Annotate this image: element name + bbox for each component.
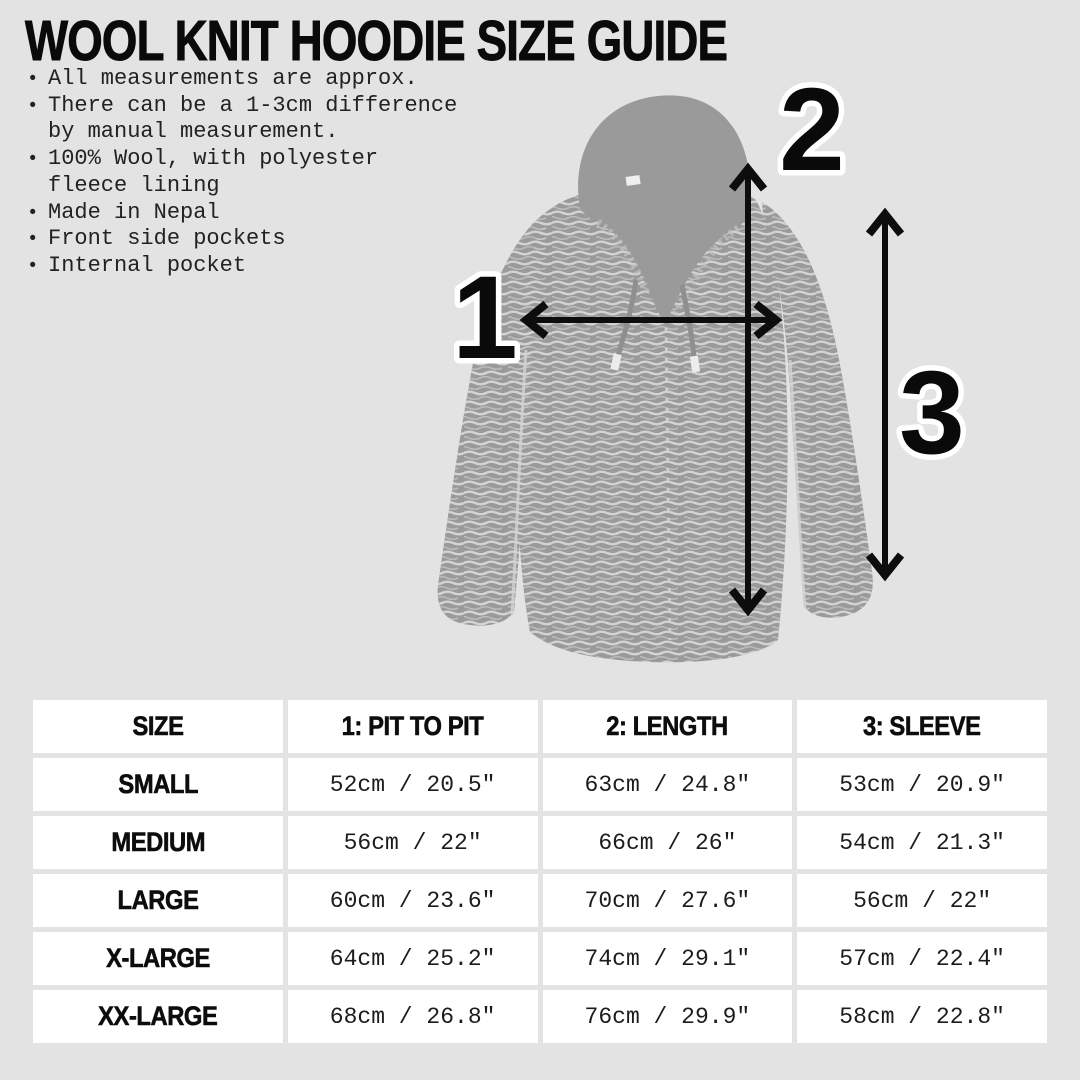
size-label-small: SMALL <box>33 758 283 811</box>
measurement-value: 58cm / 22.8" <box>839 1003 1005 1030</box>
bullet-icon: • <box>27 201 39 224</box>
size-label: SMALL <box>118 769 199 800</box>
size-table: SIZE 1: PIT TO PIT 2: LENGTH 3: SLEEVE S… <box>33 700 1047 1043</box>
note-item: • There can be a 1-3cm difference by man… <box>27 93 497 146</box>
measurement-label-2: 2 <box>779 64 845 196</box>
xx-large-length: 76cm / 29.9" <box>542 990 793 1043</box>
measurement-value: 57cm / 22.4" <box>839 945 1005 972</box>
knit-texture <box>437 183 873 663</box>
measurement-value: 54cm / 21.3" <box>839 829 1005 856</box>
size-label-xx-large: XX-LARGE <box>33 990 283 1043</box>
note-text: There can be a 1-3cm difference by manua… <box>48 92 458 145</box>
measurement-value: 70cm / 27.6" <box>584 887 751 914</box>
header-label: SIZE <box>132 711 184 742</box>
header-label: 2: LENGTH <box>606 711 729 742</box>
size-label: MEDIUM <box>111 827 206 858</box>
zipper-line <box>664 327 672 641</box>
xx-large-pit-to-pit: 68cm / 26.8" <box>287 990 538 1043</box>
note-item: • Made in Nepal <box>27 200 497 227</box>
measurement-value: 53cm / 20.9" <box>839 771 1005 798</box>
right-seam <box>788 359 807 609</box>
header-label: 1: PIT TO PIT <box>341 711 485 742</box>
note-item: • Internal pocket <box>27 253 497 280</box>
small-sleeve: 53cm / 20.9" <box>797 758 1047 811</box>
measurement-arrow-pit-to-pit <box>519 300 783 340</box>
note-text: Front side pockets <box>48 226 286 252</box>
large-sleeve: 56cm / 22" <box>797 874 1047 927</box>
measurement-arrow-length <box>728 162 768 617</box>
measurement-value: 66cm / 26" <box>598 829 737 856</box>
left-seam <box>510 349 528 616</box>
drawstring-tip-right <box>689 355 701 373</box>
note-item: • Front side pockets <box>27 226 497 253</box>
large-pit-to-pit: 60cm / 23.6" <box>287 874 538 927</box>
size-label: LARGE <box>117 885 199 916</box>
large-length: 70cm / 27.6" <box>542 874 793 927</box>
x-large-length: 74cm / 29.1" <box>542 932 793 985</box>
size-table-header-sleeve: 3: SLEEVE <box>797 700 1047 753</box>
size-label: XX-LARGE <box>98 1001 218 1032</box>
medium-pit-to-pit: 56cm / 22" <box>287 816 538 869</box>
hoodie-illustration <box>437 95 873 663</box>
measurement-arrow-sleeve <box>865 207 905 582</box>
small-pit-to-pit: 52cm / 20.5" <box>287 758 538 811</box>
collar-trim-left <box>595 219 652 298</box>
drawstring-tip-left <box>610 353 622 371</box>
size-label-x-large: X-LARGE <box>33 932 283 985</box>
xx-large-sleeve: 58cm / 22.8" <box>797 990 1047 1043</box>
page-title-text: WOOL KNIT HOODIE SIZE GUIDE <box>25 9 729 74</box>
measurement-label-3: 3 <box>899 347 965 479</box>
measurement-value: 68cm / 26.8" <box>329 1003 496 1030</box>
measurement-value: 56cm / 22" <box>343 829 482 856</box>
note-item: • All measurements are approx. <box>27 66 497 93</box>
size-table-header-length: 2: LENGTH <box>542 700 793 753</box>
measurement-value: 64cm / 25.2" <box>329 945 496 972</box>
note-text: Made in Nepal <box>48 199 220 225</box>
medium-sleeve: 54cm / 21.3" <box>797 816 1047 869</box>
bullet-icon: • <box>27 68 39 90</box>
bullet-icon: • <box>27 254 39 277</box>
hood-tag <box>625 175 641 186</box>
drawstring-right <box>679 284 697 359</box>
size-label-large: LARGE <box>33 874 283 927</box>
product-notes-list: • All measurements are approx. • There c… <box>27 66 497 280</box>
hoodie-measurement-diagram: 1 2 3 <box>420 59 1060 680</box>
collar-trim-right <box>668 224 740 322</box>
bullet-icon: • <box>27 148 39 171</box>
note-text: All measurements are approx. <box>48 66 418 91</box>
size-label: X-LARGE <box>105 943 211 974</box>
size-table-header-pit-to-pit: 1: PIT TO PIT <box>287 700 538 753</box>
note-text: Internal pocket <box>48 252 247 278</box>
bullet-icon: • <box>27 228 39 251</box>
header-label: 3: SLEEVE <box>863 711 981 742</box>
hoodie-hood <box>578 95 751 326</box>
measurement-value: 56cm / 22" <box>853 887 992 914</box>
x-large-pit-to-pit: 64cm / 25.2" <box>287 932 538 985</box>
small-length: 63cm / 24.8" <box>542 758 793 811</box>
measurement-value: 63cm / 24.8" <box>584 771 751 798</box>
measurement-value: 52cm / 20.5" <box>329 771 496 798</box>
bullet-icon: • <box>27 94 39 117</box>
note-text: 100% Wool, with polyester fleece lining <box>48 146 379 198</box>
x-large-sleeve: 57cm / 22.4" <box>797 932 1047 985</box>
size-table-header-size: SIZE <box>33 700 283 753</box>
page-title: WOOL KNIT HOODIE SIZE GUIDE <box>25 8 903 74</box>
hoodie-diagram-svg: 1 2 3 <box>437 59 970 663</box>
measurement-value: 74cm / 29.1" <box>584 945 751 972</box>
medium-length: 66cm / 26" <box>542 816 793 869</box>
note-item: • 100% Wool, with polyester fleece linin… <box>27 146 497 199</box>
size-label-medium: MEDIUM <box>33 816 283 869</box>
measurement-value: 76cm / 29.9" <box>584 1003 751 1030</box>
measurement-label-1: 1 <box>452 252 518 384</box>
measurement-value: 60cm / 23.6" <box>329 887 496 914</box>
